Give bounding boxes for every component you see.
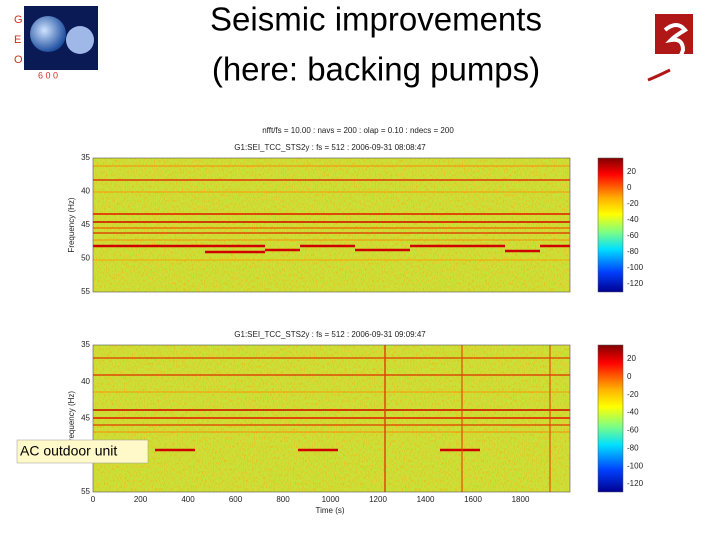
y-tick-label: 45 (81, 414, 90, 423)
colorbar (597, 157, 624, 293)
y-tick-label: 40 (81, 377, 90, 386)
colorbar-tick-label: -100 (627, 263, 644, 272)
plot-frame (92, 157, 571, 293)
y-tick-label: 55 (81, 487, 90, 496)
colorbar-tick-label: -40 (627, 408, 639, 417)
plot-title: G1:SEI_TCC_STS2y : fs = 512 : 2006-09-31… (234, 330, 426, 339)
slide-title: Seismic improvements (210, 1, 542, 38)
colorbar-tick-label: 0 (627, 183, 632, 192)
y-tick-label: 50 (81, 254, 90, 263)
colorbar-tick-label: -120 (627, 479, 644, 488)
spectrogram-noise (93, 158, 570, 292)
logo-tail (647, 68, 671, 82)
annotation: AC outdoor unit (16, 439, 149, 464)
y-axis-label: Frequency (Hz) (67, 391, 76, 446)
y-tick-label: 55 (81, 287, 90, 296)
logo-glyph (659, 23, 688, 72)
x-axis-label: Time (s) (315, 506, 344, 515)
slide-title: (here: backing pumps) (212, 51, 540, 88)
logo-square (655, 14, 693, 54)
logo-letter: O (14, 54, 23, 66)
annotation-text: AC outdoor unit (20, 443, 117, 459)
x-tick-label: 1200 (369, 495, 387, 504)
logo-letter: G (14, 14, 23, 26)
plot-frame (92, 344, 571, 493)
y-tick-label: 35 (81, 153, 90, 162)
x-tick-label: 1400 (417, 495, 435, 504)
x-tick-label: 400 (181, 495, 195, 504)
colorbar-tick-label: -120 (627, 279, 644, 288)
colorbar-tick-label: -60 (627, 426, 639, 435)
y-tick-label: 40 (81, 187, 90, 196)
logo-letter: E (14, 34, 21, 46)
x-tick-label: 800 (276, 495, 290, 504)
colorbar-tick-label: 0 (627, 372, 632, 381)
parameters: nfft/fs = 10.00 : navs = 200 : olap = 0.… (262, 126, 454, 135)
colorbar-tick-label: -80 (627, 247, 639, 256)
colorbar-tick-label: 20 (627, 354, 636, 363)
plot-title: G1:SEI_TCC_STS2y : fs = 512 : 2006-09-31… (234, 143, 426, 152)
x-tick-label: 0 (91, 495, 96, 504)
logo-moon (66, 26, 94, 54)
logo-planet (30, 16, 66, 52)
x-tick-label: 1800 (512, 495, 530, 504)
geo-logo: G E O 6 0 0 (14, 6, 98, 80)
colorbar-tick-label: -40 (627, 215, 639, 224)
x-tick-label: 1600 (464, 495, 482, 504)
colorbar-tick-label: -100 (627, 461, 644, 470)
x-tick-label: 200 (134, 495, 148, 504)
colorbar-tick-label: 20 (627, 167, 636, 176)
x-tick-label: 600 (229, 495, 243, 504)
y-tick-label: 35 (81, 340, 90, 349)
y-tick-label: 45 (81, 220, 90, 229)
colorbar-tick-label: -20 (627, 390, 639, 399)
y-axis-label: Frequency (Hz) (67, 197, 76, 252)
colorbar-tick-label: -80 (627, 443, 639, 452)
institute-logo (647, 14, 693, 82)
colorbar-tick-label: -20 (627, 199, 639, 208)
annotation-box (16, 439, 149, 464)
logo-digits: 6 0 0 (38, 70, 58, 80)
colorbar (597, 344, 624, 493)
x-tick-label: 1000 (322, 495, 340, 504)
colorbar-tick-label: -60 (627, 231, 639, 240)
